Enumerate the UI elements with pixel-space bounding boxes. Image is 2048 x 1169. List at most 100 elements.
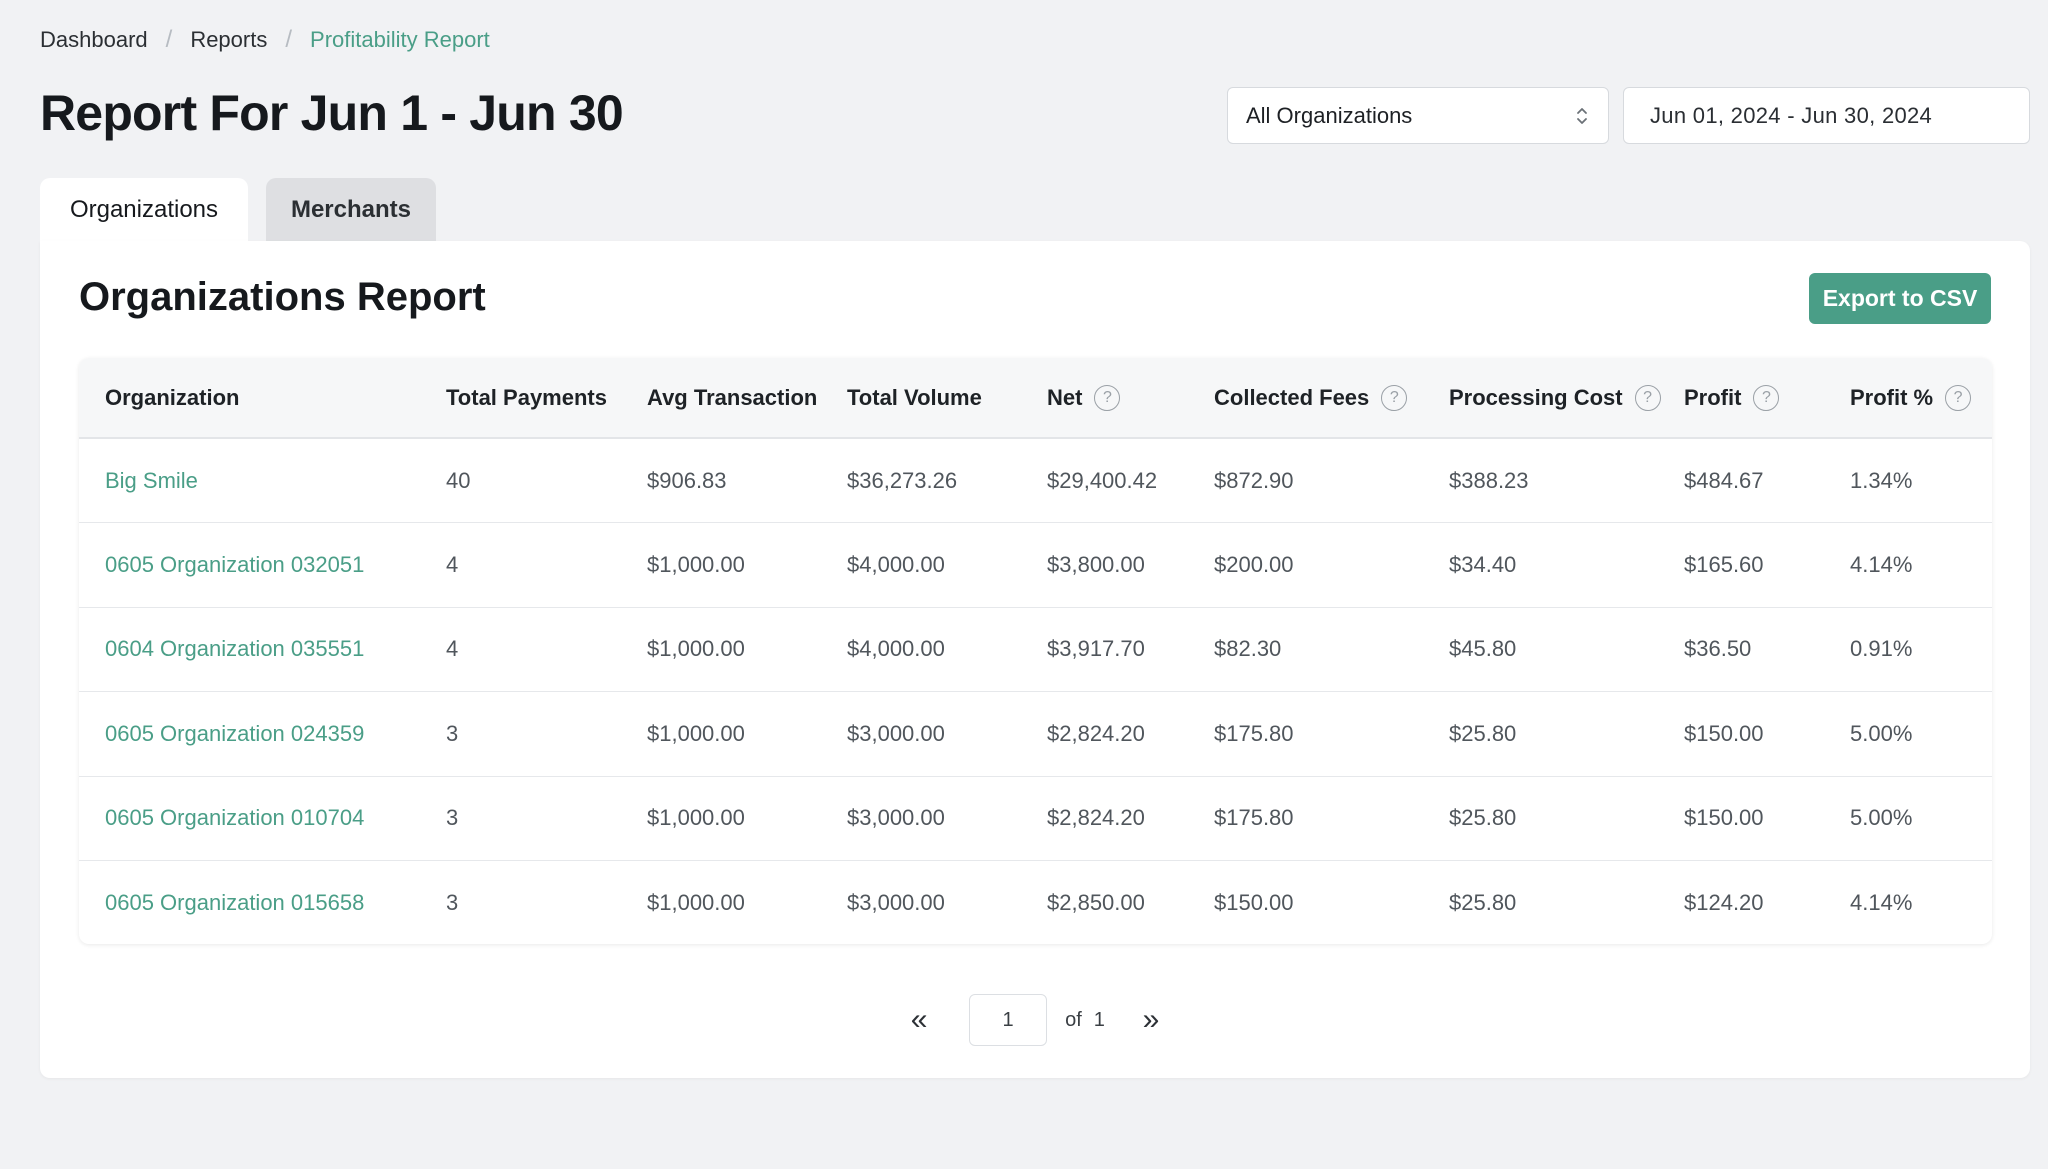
table-cell: 4.14% xyxy=(1850,890,1913,915)
table-cell: $175.80 xyxy=(1214,805,1294,831)
table-cell: $36.50 xyxy=(1684,636,1752,662)
organization-link[interactable]: Big Smile xyxy=(105,467,198,493)
table-cell: $3,000.00 xyxy=(847,890,945,915)
table-cell: $34.40 xyxy=(1449,551,1517,577)
report-card: Organizations Report Export to CSV Organ… xyxy=(40,241,2030,1078)
breadcrumb-profitability-report[interactable]: Profitability Report xyxy=(310,27,490,52)
table-cell: 5.00% xyxy=(1850,805,1913,831)
table-cell: $82.30 xyxy=(1214,636,1282,662)
column-header-label: Net xyxy=(1047,384,1083,410)
table-cell: 4 xyxy=(446,551,459,577)
table-row: 0605 Organization 015658 3 $1,000.00 $3,000… xyxy=(79,861,1992,945)
table-cell: $150.00 xyxy=(1214,890,1294,915)
table-cell: $200.00 xyxy=(1214,551,1294,577)
help-icon[interactable]: ? xyxy=(1753,384,1780,411)
chevron-up-down-icon xyxy=(1574,103,1590,129)
table-cell: $45.80 xyxy=(1449,636,1517,662)
column-header-label: Collected Fees xyxy=(1214,384,1370,410)
table-row: 0605 Organization 010704 3 $1,000.00 $3,000… xyxy=(79,776,1992,861)
breadcrumb: Dashboard / Reports / Profitability Repo… xyxy=(40,26,490,54)
organization-link[interactable]: 0605 Organization 010704 xyxy=(105,805,365,831)
column-header: Collected Fees? xyxy=(1188,358,1423,439)
organization-select-value: All Organizations xyxy=(1246,102,1413,128)
page-title: Report For Jun 1 - Jun 30 xyxy=(40,85,624,141)
table-cell: $1,000.00 xyxy=(647,636,745,662)
table-cell: $872.90 xyxy=(1214,467,1294,493)
column-header-cell: Organization xyxy=(105,385,239,411)
double-chevron-right-icon[interactable]: » xyxy=(1142,1003,1160,1036)
card-title: Organizations Report xyxy=(79,275,486,319)
help-icon[interactable]: ? xyxy=(1945,384,1972,411)
breadcrumb-reports[interactable]: Reports xyxy=(190,27,268,52)
double-chevron-left-icon[interactable]: « xyxy=(910,1003,928,1036)
table-cell: $1,000.00 xyxy=(647,551,745,577)
column-header: Total Payments xyxy=(420,358,621,439)
pagination-of-label: of xyxy=(1065,1008,1082,1031)
help-icon[interactable]: ? xyxy=(1634,384,1661,411)
column-header-cell: Total Payments xyxy=(446,385,607,411)
table-cell: $484.67 xyxy=(1684,467,1764,493)
organization-link[interactable]: 0604 Organization 035551 xyxy=(105,636,365,662)
table-cell: $3,917.70 xyxy=(1047,636,1145,662)
table-cell: $150.00 xyxy=(1684,805,1764,831)
page-number-input[interactable]: 1 xyxy=(969,994,1048,1046)
table-cell: $25.80 xyxy=(1449,805,1517,831)
breadcrumb-separator: / xyxy=(285,26,293,53)
date-range-input[interactable]: Jun 01, 2024 - Jun 30, 2024 xyxy=(1623,87,2030,144)
column-header-cell: Profit? xyxy=(1684,384,1780,411)
export-csv-button[interactable]: Export to CSV xyxy=(1809,273,1991,324)
column-header: Net? xyxy=(1021,358,1188,439)
help-icon[interactable]: ? xyxy=(1094,384,1121,411)
table-cell: $2,824.20 xyxy=(1047,720,1145,746)
table-cell: 0.91% xyxy=(1850,636,1913,662)
table-cell: $2,824.20 xyxy=(1047,805,1145,831)
column-header-label: Processing Cost xyxy=(1449,384,1623,410)
table-cell: $388.23 xyxy=(1449,467,1529,493)
column-header-label: Organization xyxy=(105,384,240,410)
table-cell: $124.20 xyxy=(1684,890,1764,915)
table-cell: $2,850.00 xyxy=(1047,890,1145,915)
organization-select[interactable]: All Organizations xyxy=(1227,87,1609,144)
table-row: 0605 Organization 024359 3 $1,000.00 $3,000… xyxy=(79,692,1992,776)
table-cell: 5.00% xyxy=(1850,720,1913,746)
column-header-label: Profit % xyxy=(1850,384,1934,410)
table-cell: $1,000.00 xyxy=(647,890,745,915)
column-header-cell: Net? xyxy=(1047,384,1121,411)
help-icon[interactable]: ? xyxy=(1381,384,1408,411)
date-range-value: Jun 01, 2024 - Jun 30, 2024 xyxy=(1650,102,1933,128)
table-cell: 1.34% xyxy=(1850,467,1913,493)
table-cell: $3,800.00 xyxy=(1047,551,1145,577)
table-cell: $165.60 xyxy=(1684,551,1764,577)
column-header-cell: Total Volume xyxy=(847,385,982,411)
table-cell: 3 xyxy=(446,805,459,831)
table-cell: 4.14% xyxy=(1850,551,1913,577)
table-cell: $3,000.00 xyxy=(847,720,945,746)
breadcrumb-separator: / xyxy=(165,26,173,53)
column-header-label: Total Payments xyxy=(446,384,607,410)
tab-organizations[interactable]: Organizations xyxy=(40,178,248,242)
tab-merchants[interactable]: Merchants xyxy=(266,178,436,242)
column-header: Profit? xyxy=(1658,358,1824,439)
table-cell: $4,000.00 xyxy=(847,636,945,662)
table-row: 0604 Organization 035551 4 $1,000.00 $4,000… xyxy=(79,607,1992,692)
table-cell: 3 xyxy=(446,720,459,746)
table-cell: 4 xyxy=(446,636,459,662)
column-header-cell: Collected Fees? xyxy=(1214,384,1408,411)
column-header: Profit %? xyxy=(1824,358,1992,439)
table-cell: $3,000.00 xyxy=(847,805,945,831)
column-header-label: Avg Transaction xyxy=(647,384,818,410)
table-cell: 3 xyxy=(446,890,459,915)
organization-link[interactable]: 0605 Organization 015658 xyxy=(105,890,365,915)
column-header-cell: Avg Transaction xyxy=(647,385,817,411)
column-header-label: Profit xyxy=(1684,384,1742,410)
organization-link[interactable]: 0605 Organization 032051 xyxy=(105,551,365,577)
column-header-cell: Processing Cost? xyxy=(1449,384,1661,411)
organization-link[interactable]: 0605 Organization 024359 xyxy=(105,720,365,746)
table-cell: $25.80 xyxy=(1449,890,1517,915)
column-header: Total Volume xyxy=(821,358,1021,439)
pagination: « 1 of 1 » xyxy=(40,994,2030,1046)
table-cell: $1,000.00 xyxy=(647,805,745,831)
breadcrumb-dashboard[interactable]: Dashboard xyxy=(40,27,148,52)
table-cell: $4,000.00 xyxy=(847,551,945,577)
column-header-label: Total Volume xyxy=(847,384,982,410)
